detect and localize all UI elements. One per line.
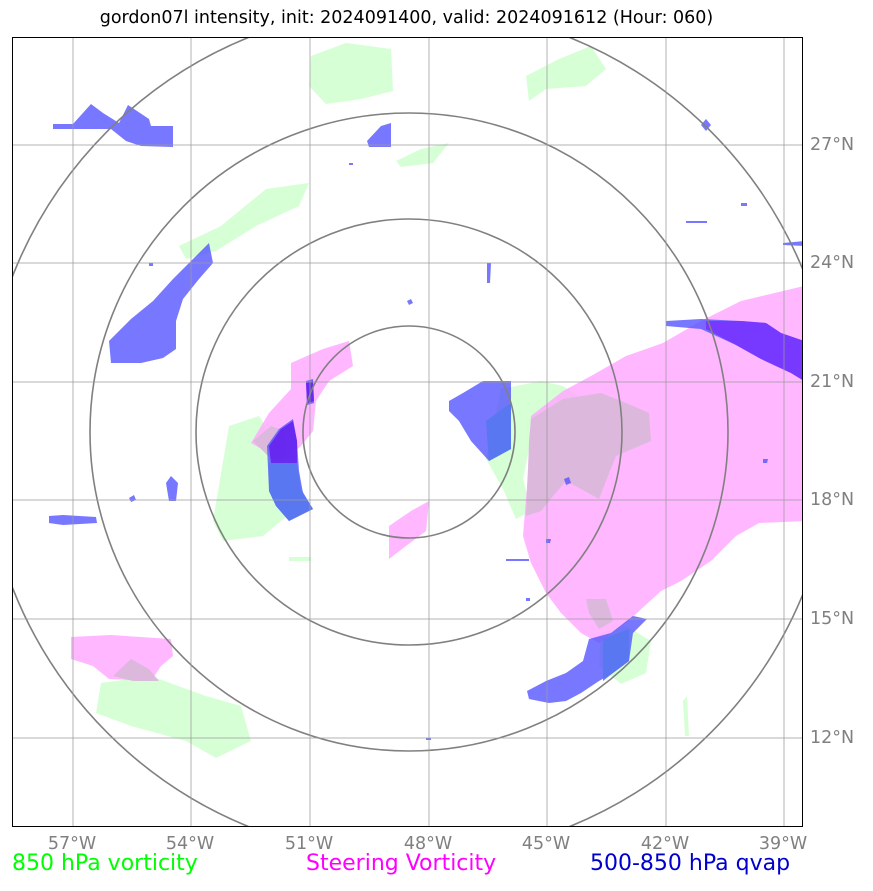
map-canvas xyxy=(13,38,802,826)
lat-label: 12°N xyxy=(810,728,854,748)
qvap-area xyxy=(129,495,136,502)
overlap-area xyxy=(586,599,613,629)
qvap-area xyxy=(763,459,768,463)
qvap-area xyxy=(109,243,213,363)
lon-label: 45°W xyxy=(522,834,570,854)
steering-vorticity-layer xyxy=(71,286,802,681)
qvap-area xyxy=(526,598,530,601)
lat-label: 24°N xyxy=(810,253,854,273)
qvap-area xyxy=(487,263,491,283)
overlap-area xyxy=(526,393,651,516)
vorticity-850-area xyxy=(289,557,311,561)
map-title: gordon07l intensity, init: 2024091400, v… xyxy=(99,8,714,28)
qvap-area xyxy=(166,476,178,501)
qvap-overlap-layer xyxy=(269,321,802,681)
qvap-dark-area xyxy=(486,403,511,461)
qvap-dark-area xyxy=(269,421,297,463)
graticule xyxy=(13,38,802,826)
legend-qvap: 500-850 hPa qvap xyxy=(590,851,791,876)
qvap-dark-area xyxy=(706,321,802,380)
qvap-area xyxy=(407,299,413,305)
vorticity-850-area xyxy=(526,46,606,101)
vorticity-850-area xyxy=(213,416,299,541)
range-ring-3 xyxy=(89,112,729,752)
qvap-area xyxy=(564,477,571,485)
overlap-area xyxy=(113,659,159,681)
lat-label: 27°N xyxy=(810,135,854,155)
legend-steering-vorticity: Steering Vorticity xyxy=(306,851,497,876)
qvap-dark-area xyxy=(269,463,313,521)
qvap-area xyxy=(149,263,153,266)
qvap-area xyxy=(741,203,747,206)
qvap-area xyxy=(783,241,802,246)
qvap-area xyxy=(686,221,707,223)
vorticity-850-area xyxy=(96,676,251,758)
range-ring-2 xyxy=(195,218,623,646)
range-rings xyxy=(13,38,802,826)
vorticity-850-area xyxy=(396,143,449,167)
vorticity-850-area xyxy=(179,183,309,259)
lat-label: 21°N xyxy=(810,372,854,392)
qvap-dark-area xyxy=(603,629,629,681)
steering-vorticity-area xyxy=(389,501,429,559)
legend-850-vorticity: 850 hPa vorticity xyxy=(12,851,198,876)
map-panel xyxy=(12,37,803,827)
vorticity-850-area xyxy=(683,696,689,736)
qvap-area xyxy=(349,163,353,165)
vorticity-850-area xyxy=(309,43,393,104)
qvap-area xyxy=(367,123,391,147)
steering-vorticity-area xyxy=(523,286,802,643)
lat-label: 15°N xyxy=(810,609,854,629)
qvap-area xyxy=(506,559,529,561)
range-ring-inner xyxy=(302,325,516,539)
lat-label: 18°N xyxy=(810,490,854,510)
